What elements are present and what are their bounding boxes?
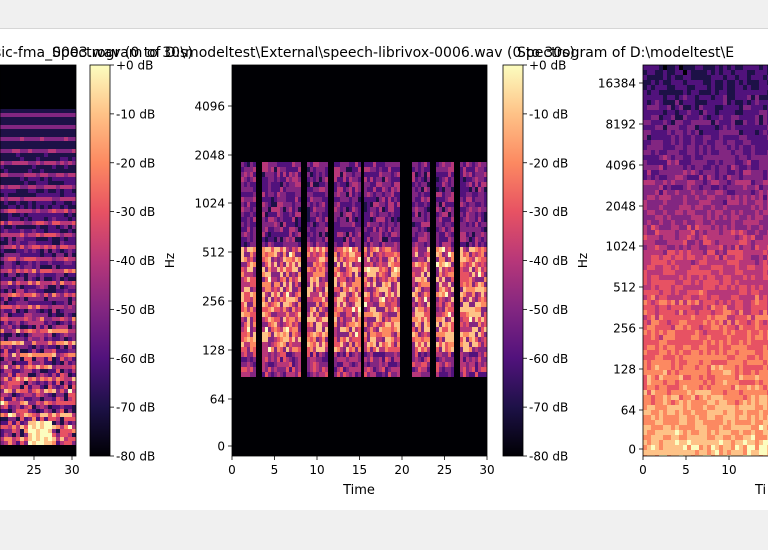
colorbar-2: +0 dB -10 dB -20 dB -30 dB -40 dB -50 dB -60 d… — [502, 59, 590, 464]
title-panel-3: Spectrogram of D:\modeltest\E — [517, 45, 734, 61]
colorbar-tick-label: -10 dB — [529, 107, 568, 121]
y-tick-label: 4096 — [605, 159, 636, 173]
x-tick-label: 10 — [309, 463, 324, 477]
y-tick-label: 4096 — [194, 100, 225, 114]
colorbar-tick-label: -70 dB — [116, 401, 155, 415]
title-panel-1: sic-fma_0003.wav (0 to 30s) — [0, 45, 193, 61]
colorbar-gradient-2 — [502, 64, 524, 457]
y-tick-label: 0 — [628, 443, 636, 457]
x-tick-label: 5 — [271, 463, 279, 477]
colorbar-ylabel: Hz — [576, 253, 590, 268]
colorbar-ylabel: Hz — [163, 253, 177, 268]
colorbar-tick-label: -70 dB — [529, 401, 568, 415]
y-tick-label: 1024 — [194, 197, 225, 211]
colorbar-tick-label: -80 dB — [116, 450, 155, 464]
y-tick-label: 64 — [210, 393, 225, 407]
colorbar-tick-label: -60 dB — [529, 352, 568, 366]
x-axis-label-2: Time — [342, 483, 375, 498]
x-tick-label: 25 — [437, 463, 452, 477]
y-tick-label: 512 — [613, 281, 636, 295]
y-tick-label: 128 — [613, 363, 636, 377]
x-tick-label: 10 — [721, 463, 736, 477]
x-tick-label: 30 — [64, 463, 79, 477]
y-tick-label: 2048 — [605, 200, 636, 214]
colorbar-tick-label: -50 dB — [529, 303, 568, 317]
colorbar-tick-label: -20 dB — [529, 156, 568, 170]
colorbar-tick-label: -60 dB — [116, 352, 155, 366]
colorbar-tick-label: -30 dB — [529, 205, 568, 219]
colorbar-tick-label: +0 dB — [116, 59, 153, 73]
y-tick-label: 512 — [202, 246, 225, 260]
window-top-bar — [0, 0, 768, 29]
spectrogram-panel-2: 4096 2048 1024 512 256 128 64 0 0 5 10 15 20 25 30 Ti… — [194, 64, 495, 498]
colorbar-1: +0 dB -10 dB -20 dB -30 dB -40 dB -50 dB -60 d… — [89, 59, 177, 464]
x-tick-label: 0 — [639, 463, 647, 477]
spectrogram-panel-1: 25 30 — [0, 64, 80, 477]
heatmap-1 — [0, 109, 76, 445]
y-tick-label: 8192 — [605, 118, 636, 132]
spectrogram-panel-3: 16384 8192 4096 2048 1024 512 256 128 64 0 0 5 10 T… — [598, 64, 768, 498]
x-axis-label-3: Ti — [754, 483, 766, 498]
colorbar-tick-label: -50 dB — [116, 303, 155, 317]
colorbar-tick-label: +0 dB — [529, 59, 566, 73]
y-tick-label: 256 — [613, 322, 636, 336]
y-tick-label: 1024 — [605, 240, 636, 254]
x-tick-label: 5 — [682, 463, 690, 477]
colorbar-gradient-1 — [89, 64, 111, 457]
y-tick-label: 64 — [621, 404, 636, 418]
colorbar-tick-label: -10 dB — [116, 107, 155, 121]
y-tick-label: 16384 — [598, 77, 636, 91]
y-tick-label: 0 — [217, 440, 225, 454]
x-tick-label: 15 — [352, 463, 367, 477]
x-tick-label: 0 — [228, 463, 236, 477]
title-panel-2: Spectrogram of D:\modeltest\External\spe… — [52, 45, 575, 61]
y-tick-label: 128 — [202, 344, 225, 358]
y-tick-label: 2048 — [194, 149, 225, 163]
x-tick-label: 25 — [26, 463, 41, 477]
colorbar-tick-label: -20 dB — [116, 156, 155, 170]
window-bottom-bar — [0, 510, 768, 550]
colorbar-tick-label: -80 dB — [529, 450, 568, 464]
heatmap-2 — [241, 162, 487, 377]
y-tick-label: 256 — [202, 295, 225, 309]
spectrogram-figure: 25 30 +0 dB -10 dB -20 dB -30 dB -40 dB -50 dB… — [0, 45, 768, 498]
colorbar-tick-label: -30 dB — [116, 205, 155, 219]
x-tick-label: 30 — [479, 463, 494, 477]
x-tick-label: 20 — [394, 463, 409, 477]
heatmap-3 — [643, 65, 768, 456]
colorbar-tick-label: -40 dB — [529, 254, 568, 268]
colorbar-tick-label: -40 dB — [116, 254, 155, 268]
figure-canvas: 25 30 +0 dB -10 dB -20 dB -30 dB -40 dB -50 dB… — [0, 29, 768, 510]
